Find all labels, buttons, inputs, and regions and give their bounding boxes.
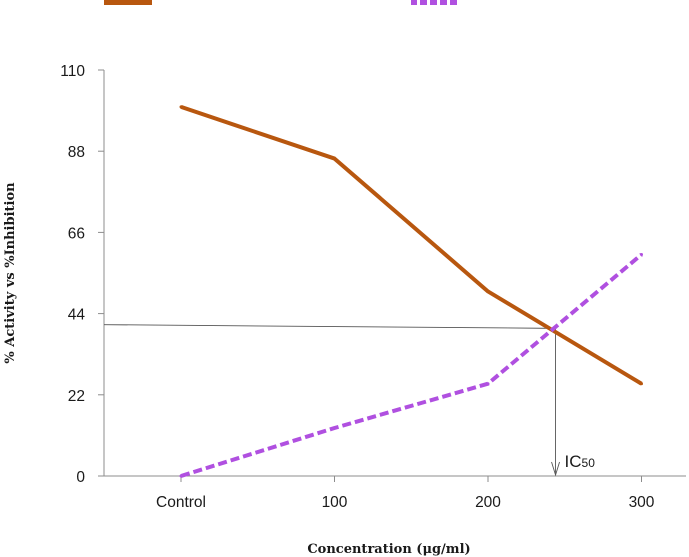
y-tick-label: 44 (68, 307, 86, 324)
axes (103, 70, 686, 477)
legend-swatch-solid (104, 0, 152, 5)
series-dashed-point (640, 253, 643, 257)
series-dashed-point (486, 382, 490, 386)
annotation-layer: IC50 (565, 452, 596, 471)
x-tick-label: 100 (322, 494, 348, 511)
y-tick-label: 110 (60, 63, 85, 80)
ic50-label: IC50 (565, 452, 596, 471)
ic50-subscript: 50 (582, 456, 596, 470)
ic50-guides (103, 324, 560, 477)
x-axis-title: Concentration (μg/ml) (307, 542, 470, 557)
y-tick-label: 0 (76, 469, 85, 486)
x-tick-label: 200 (475, 494, 501, 511)
x-ticks: Control 100 200 300 (156, 476, 655, 511)
series-dashed-point (333, 426, 336, 430)
ic50-arrowhead (551, 461, 560, 477)
ic50-horizontal-guide (103, 324, 556, 329)
x-tick-label: Control (156, 494, 206, 511)
series-dashed-line (180, 253, 643, 478)
y-axis-title: % Activity vs %Inhibition (3, 182, 18, 364)
x-tick-label: 300 (629, 494, 655, 511)
legend (104, 0, 459, 5)
series-layer (179, 105, 643, 478)
series-solid-point (640, 382, 643, 386)
series-solid-point (333, 157, 336, 161)
series-solid-line (180, 105, 643, 386)
series-solid-point (486, 289, 490, 293)
legend-swatch-dashed (411, 0, 459, 5)
y-tick-label: 88 (68, 144, 85, 161)
y-tick-label: 66 (68, 225, 85, 242)
y-ticks: 0 22 44 66 88 110 (60, 63, 104, 486)
y-tick-label: 22 (68, 388, 85, 405)
series-dashed-point (179, 474, 183, 478)
series-solid-point (179, 105, 183, 109)
